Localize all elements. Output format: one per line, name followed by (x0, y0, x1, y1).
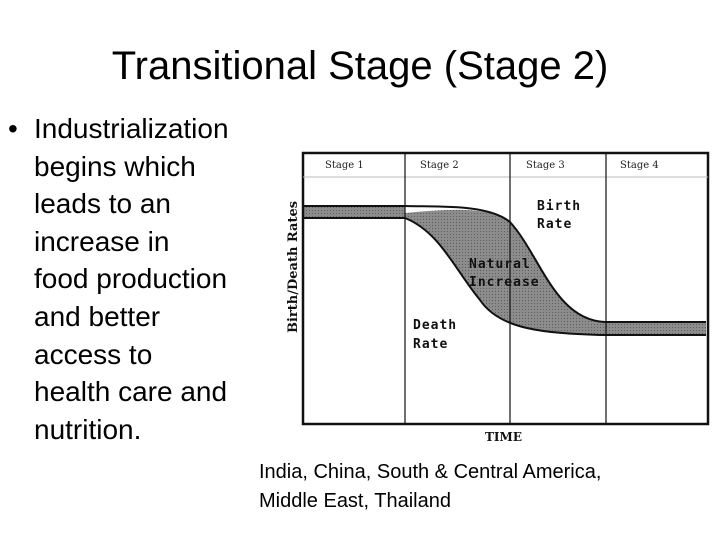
death-rate-label: Death (413, 318, 457, 333)
birth-rate-label: Rate (537, 217, 572, 232)
bullet-line: increase in (34, 225, 170, 257)
bullet-line: and better (34, 300, 161, 332)
birth-rate-label: Birth (537, 199, 581, 214)
bullet-line: access to (34, 338, 153, 370)
plot-frame (301, 151, 710, 426)
bullet-line: leads to an (34, 188, 171, 220)
stage-label: Stage 3 (526, 160, 565, 171)
natural-increase-area (303, 206, 706, 335)
death-rate-label: Rate (413, 337, 448, 352)
bullet-line: nutrition. (34, 413, 142, 445)
slide-title: Transitional Stage (Stage 2) (111, 44, 609, 88)
bullet-line: health care and (34, 376, 228, 408)
natural-increase-label: Natural (469, 257, 531, 272)
bullet-line: food production (34, 263, 228, 295)
stage-label: Stage 4 (620, 160, 659, 171)
bullet-text: Industrialization begins which leads to … (34, 110, 229, 448)
bullet-symbol: • (8, 113, 18, 144)
bullet-line: Industrialization (34, 113, 229, 144)
bullet-line: begins which (34, 150, 196, 182)
caption-line: Middle East, Thailand (259, 490, 451, 512)
caption-line: India, China, South & Central America, (259, 461, 602, 483)
stage-label: Stage 1 (325, 160, 364, 171)
stage-label: Stage 2 (420, 160, 459, 171)
x-axis-label: TIME (485, 430, 522, 444)
y-axis-label: Birth/Death Rates (286, 201, 301, 333)
death-rate-line (303, 217, 706, 336)
country-examples: India, China, South & Central America, M… (259, 458, 699, 516)
natural-increase-label: Increase (469, 275, 540, 290)
